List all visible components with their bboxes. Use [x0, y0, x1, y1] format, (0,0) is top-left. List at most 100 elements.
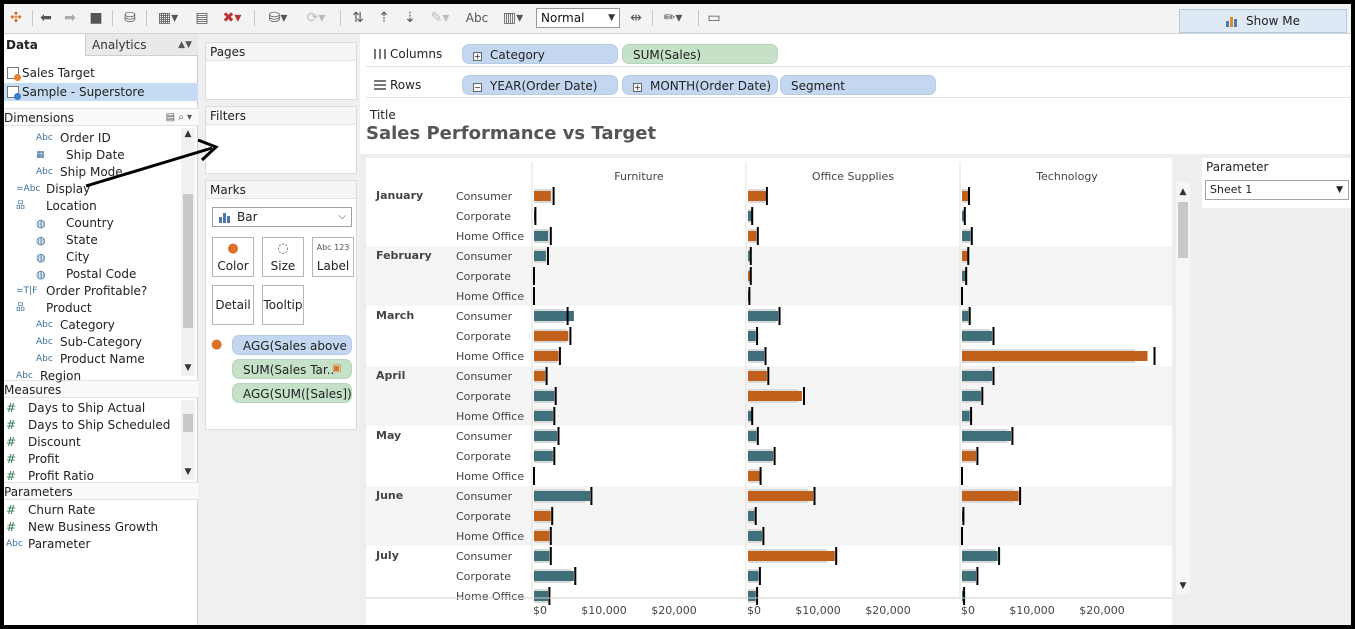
presentation-mode-icon[interactable]: ▭ — [707, 10, 721, 26]
columns-pill-category[interactable]: + Category — [462, 44, 618, 64]
color-button[interactable]: ● Color — [212, 237, 254, 277]
sales-bar[interactable] — [534, 511, 551, 521]
sales-bar[interactable] — [748, 451, 774, 461]
new-data-source-icon[interactable]: ⛁ — [124, 10, 136, 26]
sales-bar[interactable] — [534, 211, 535, 221]
save-icon[interactable]: ■ — [89, 10, 103, 26]
dimension-product-name[interactable]: Abc Product Name — [36, 352, 145, 366]
duplicate-sheet-icon[interactable]: ▤ — [195, 10, 209, 26]
viz-title[interactable]: Sales Performance vs Target — [366, 123, 657, 144]
sales-bar[interactable] — [962, 351, 1148, 361]
sales-bar[interactable] — [534, 311, 574, 321]
sales-bar[interactable] — [962, 191, 969, 201]
sort-descending-icon[interactable]: ⇣ — [404, 10, 416, 26]
sales-bar[interactable] — [534, 591, 548, 601]
sales-bar[interactable] — [748, 271, 751, 281]
sort-ascending-icon[interactable]: ⇡ — [378, 10, 390, 26]
tableau-logo-icon[interactable]: ✣ — [10, 10, 22, 26]
dimension-region[interactable]: Abc Region — [16, 369, 82, 383]
sales-bar[interactable] — [962, 591, 964, 601]
dimension-location[interactable]: 品 Location — [16, 199, 97, 213]
sales-bar[interactable] — [962, 231, 971, 241]
parameter-dropdown[interactable]: Sheet 1 ▼ — [1205, 180, 1349, 200]
dimension-ship-mode[interactable]: Abc Ship Mode — [36, 165, 123, 179]
sales-bar[interactable] — [534, 431, 558, 441]
measure-days-to-ship-actual[interactable]: # Days to Ship Actual — [6, 401, 146, 415]
data-source-sales-target[interactable]: Sales Target — [4, 64, 198, 82]
rows-pill-year[interactable]: − YEAR(Order Date) — [462, 75, 618, 95]
refresh-icon[interactable]: ⟳▾ — [306, 10, 326, 26]
rows-shelf[interactable]: Rows − YEAR(Order Date) + MONTH(Order Date… — [366, 72, 1351, 98]
dimension-sub-category[interactable]: Abc Sub-Category — [36, 335, 142, 349]
pause-updates-icon[interactable]: ⛁▾ — [268, 10, 288, 26]
sales-bar[interactable] — [748, 351, 765, 361]
dimension-city[interactable]: ◍ City — [36, 250, 90, 264]
new-worksheet-icon[interactable]: ▦▾ — [157, 10, 179, 26]
sales-bar[interactable] — [748, 251, 751, 261]
sales-bar[interactable] — [962, 431, 1011, 441]
sales-bar[interactable] — [534, 451, 553, 461]
sales-bar[interactable] — [962, 311, 969, 321]
measure-days-to-ship-scheduled[interactable]: # Days to Ship Scheduled — [6, 418, 171, 432]
sales-bar[interactable] — [534, 231, 548, 241]
annotate-icon[interactable]: ✏▾ — [663, 10, 683, 26]
dimension-country[interactable]: ◍ Country — [36, 216, 114, 230]
sales-bar[interactable] — [748, 431, 757, 441]
show-me-button[interactable]: Show Me — [1179, 9, 1347, 33]
detail-button[interactable]: Detail — [212, 285, 254, 325]
sales-bar[interactable] — [534, 531, 550, 541]
chart-type-icon[interactable]: ▥▾ — [502, 10, 524, 26]
columns-shelf[interactable]: Columns + Category SUM(Sales) — [366, 41, 1351, 67]
parameter-new-business-growth[interactable]: # New Business Growth — [6, 520, 159, 534]
sales-bar[interactable] — [962, 411, 970, 421]
sales-bar[interactable] — [748, 191, 767, 201]
sales-bar[interactable] — [748, 291, 749, 301]
parameter-churn-rate[interactable]: # Churn Rate — [6, 503, 96, 517]
label-button[interactable]: Abc 123 Label — [312, 237, 354, 277]
measure-profit[interactable]: # Profit — [6, 452, 60, 466]
data-source-sample-superstore[interactable]: Sample - Superstore — [4, 83, 198, 101]
tab-data[interactable]: Data — [4, 34, 86, 56]
sales-bar[interactable] — [748, 331, 756, 341]
sales-bar[interactable] — [534, 391, 555, 401]
fit-dropdown[interactable]: Normal ▼ — [536, 8, 620, 28]
sales-bar[interactable] — [534, 371, 546, 381]
parameter-parameter[interactable]: Abc Parameter — [6, 537, 91, 551]
dimension-order-id[interactable]: Abc Order ID — [36, 131, 111, 145]
sales-bar[interactable] — [748, 211, 752, 221]
sales-bar[interactable] — [748, 231, 757, 241]
pane-menu-icon[interactable]: ▲▼ — [178, 40, 192, 50]
pages-card[interactable]: Pages — [205, 42, 357, 100]
mark-pill-target[interactable]: SUM(Sales Tar.. — [232, 359, 352, 379]
mark-pill-color[interactable]: AGG(Sales above .. — [232, 335, 352, 355]
rows-pill-month[interactable]: + MONTH(Order Date) — [622, 75, 778, 95]
sales-bar[interactable] — [748, 591, 756, 601]
sales-bar[interactable] — [962, 331, 993, 341]
sales-bar[interactable] — [748, 391, 802, 401]
mark-pill-sales[interactable]: AGG(SUM([Sales]).. — [232, 383, 352, 403]
dimension-order-profitable[interactable]: =T|F Order Profitable? — [16, 284, 148, 298]
sales-bar[interactable] — [534, 191, 551, 201]
sales-bar[interactable] — [534, 331, 569, 341]
sales-bar[interactable] — [748, 371, 767, 381]
scroll-down-icon[interactable]: ▼ — [1179, 581, 1187, 591]
mark-type-dropdown[interactable]: Bar ⌵ — [212, 207, 352, 227]
sales-bar[interactable] — [748, 551, 835, 561]
sales-bar[interactable] — [534, 351, 559, 361]
sales-bar[interactable] — [962, 551, 998, 561]
tooltip-button[interactable]: Tooltip — [262, 285, 304, 325]
sales-bar[interactable] — [962, 491, 1019, 501]
redo-icon[interactable]: ➡ — [64, 10, 76, 26]
measure-discount[interactable]: # Discount — [6, 435, 81, 449]
filters-card[interactable]: Filters — [205, 106, 357, 174]
tab-analytics[interactable]: Analytics ▲▼ — [86, 34, 198, 56]
dimension-ship-date[interactable]: ▦ Ship Date — [36, 148, 125, 162]
measure-profit-ratio[interactable]: # Profit Ratio — [6, 469, 94, 483]
swap-rows-columns-icon[interactable]: ⇅ — [352, 10, 364, 26]
sales-bar[interactable] — [748, 491, 814, 501]
show-mark-labels-icon[interactable]: Abc — [465, 11, 489, 25]
dimension-postal-code[interactable]: ◍ Postal Code — [36, 267, 137, 281]
rows-pill-segment[interactable]: Segment — [780, 75, 936, 95]
sales-bar[interactable] — [534, 571, 574, 581]
sales-bar[interactable] — [748, 531, 762, 541]
